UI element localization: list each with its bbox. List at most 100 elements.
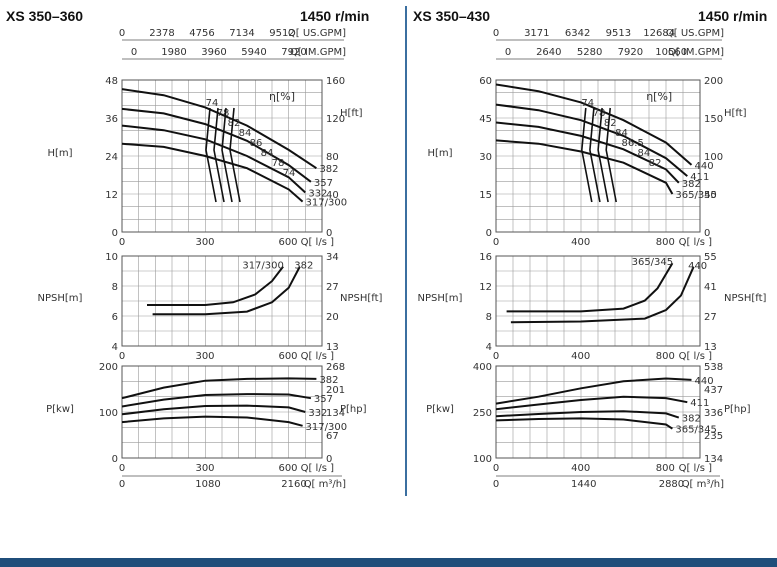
p1-eff-value: 74 [283, 168, 296, 179]
p1-head-xtick: 600 [278, 237, 297, 248]
p1-npsh-xlabel: Q[ l/s ] [301, 351, 334, 362]
p2-eff-value: 86.5 [622, 138, 644, 149]
p1-eff-value: 84 [261, 148, 274, 159]
p2-npsh-grid-frame [495, 255, 701, 347]
p1-head-curve-label: 357 [314, 178, 333, 189]
p1-npsh-grid-frame [121, 255, 323, 347]
p1-head-curve-317-300 [121, 142, 304, 203]
p1-npsh-y2tick: 34 [326, 252, 339, 263]
p1-us-gpm-tick: 9512 [269, 28, 294, 39]
p1-head-curve-label: 332 [308, 188, 327, 199]
p1-head-y2tick: 160 [326, 76, 345, 87]
p1-npsh-y2label: NPSH[ft] [340, 293, 383, 304]
p2-head-ylabel: H[m] [427, 148, 452, 159]
p1-head-xtick: 0 [119, 237, 125, 248]
p2-head-curve-label: 365/345 [675, 190, 717, 201]
p1-head-ytick: 48 [105, 76, 118, 87]
p2-npsh-curve-440 [510, 266, 695, 324]
p1-m3h-tick: 2160 [281, 479, 306, 490]
p1-eff-value: 74 [206, 98, 219, 109]
p1-power-xlabel: Q[ l/s ] [301, 463, 334, 474]
p2-eff-value: 82 [604, 118, 617, 129]
p2-npsh-ytick: 12 [479, 282, 492, 293]
p1-im-gpm-tick: 0 [131, 47, 137, 58]
p1-eff-value: 82 [228, 118, 241, 129]
p2-head-y2tick: 200 [704, 76, 723, 87]
p2-head-ytick: 0 [486, 228, 492, 239]
p1-power-curve-382 [121, 377, 317, 400]
p1-power-ytick: 200 [99, 362, 118, 373]
p1-head-ytick: 0 [112, 228, 118, 239]
p2-head-curve-365-345 [495, 139, 674, 195]
p1-head-grid-frame [121, 79, 323, 233]
p2-head-xlabel: Q[ l/s ] [679, 237, 712, 248]
p1-iso-eff-line [229, 107, 241, 203]
p2-power-xtick: 800 [656, 463, 675, 474]
p2-us-gpm-label: Q[ US.GPM] [666, 28, 724, 39]
p1-head-xlabel: Q[ l/s ] [301, 237, 334, 248]
p2-head-curve-382 [495, 121, 680, 184]
p2-im-gpm-tick: 5280 [577, 47, 602, 58]
p1-head-y2tick: 80 [326, 152, 339, 163]
p1-power-xtick: 300 [195, 463, 214, 474]
p2-head-curve-label: 411 [690, 172, 709, 183]
p2-power-y2tick: 538 [704, 362, 723, 373]
p2-head-y2tick: 50 [704, 190, 717, 201]
p2-power-curve-411 [495, 395, 688, 411]
p2-power-ytick: 250 [473, 408, 492, 419]
p1-power-grid-frame [121, 365, 323, 459]
p2-power-ytick: 100 [473, 454, 492, 465]
p1-npsh-ylabel: NPSH[m] [38, 293, 83, 304]
speed-label-right: 1450 r/min [698, 8, 768, 24]
p1-im-gpm-tick: 3960 [201, 47, 226, 58]
p2-npsh-xtick: 400 [571, 351, 590, 362]
p2-power-y2tick: 437 [704, 385, 723, 396]
p1-power-xtick: 600 [278, 463, 297, 474]
p1-npsh-ytick: 4 [112, 342, 118, 353]
speed-label-left: 1450 r/min [300, 8, 370, 24]
p2-m3h-tick: 0 [493, 479, 499, 490]
p2-head-grid-frame [495, 79, 701, 233]
p2-npsh-ytick: 8 [486, 312, 492, 323]
p1-power-y2tick: 134 [326, 408, 345, 419]
p2-npsh-curve-365-345 [506, 262, 674, 313]
p1-npsh-ytick: 8 [112, 282, 118, 293]
p1-npsh-y2tick: 13 [326, 342, 339, 353]
chart-title-right: XS 350–430 [413, 8, 491, 24]
p2-iso-eff-line [597, 107, 609, 203]
p1-npsh-xtick: 300 [195, 351, 214, 362]
p2-npsh-xlabel: Q[ l/s ] [679, 351, 712, 362]
p2-iso-eff-line [589, 107, 601, 203]
p1-im-gpm-tick: 7920 [281, 47, 306, 58]
p2-npsh-y2tick: 27 [704, 312, 717, 323]
p2-us-gpm-tick: 0 [493, 28, 499, 39]
p1-npsh-curve-317-300 [147, 265, 284, 306]
p1-eff-value: 84 [239, 128, 252, 139]
p1-head-ylabel: H[m] [47, 148, 72, 159]
p1-us-gpm-tick: 4756 [189, 28, 214, 39]
p2-m3h-label: Q[ m³/h] [682, 479, 724, 490]
p1-head-ytick: 12 [105, 190, 118, 201]
p1-power-ylabel: P[kw] [46, 404, 74, 415]
p1-head-curve-label: 317/300 [306, 198, 348, 209]
p1-im-gpm-tick: 1980 [161, 47, 186, 58]
p2-npsh-y2tick: 13 [704, 342, 717, 353]
p2-us-gpm-tick: 3171 [524, 28, 549, 39]
p2-npsh-y2tick: 55 [704, 252, 717, 263]
p1-npsh-y2tick: 20 [326, 312, 339, 323]
p2-npsh-xtick: 0 [493, 351, 499, 362]
p1-power-curve-332 [121, 404, 306, 416]
p2-power-curve-label: 440 [695, 376, 714, 387]
p1-npsh-curve-label: 317/300 [242, 261, 284, 272]
p1-power-curve-label: 317/300 [306, 422, 348, 433]
p1-iso-eff-line [213, 107, 225, 203]
p2-head-xtick: 0 [493, 237, 499, 248]
p1-npsh-ytick: 6 [112, 312, 118, 323]
p2-power-y2tick: 134 [704, 454, 723, 465]
p1-us-gpm-tick: 2378 [149, 28, 174, 39]
p1-m3h-tick: 1080 [195, 479, 220, 490]
p2-head-y2tick: 150 [704, 114, 723, 125]
p1-iso-eff-line [205, 107, 217, 203]
p2-npsh-xtick: 800 [656, 351, 675, 362]
